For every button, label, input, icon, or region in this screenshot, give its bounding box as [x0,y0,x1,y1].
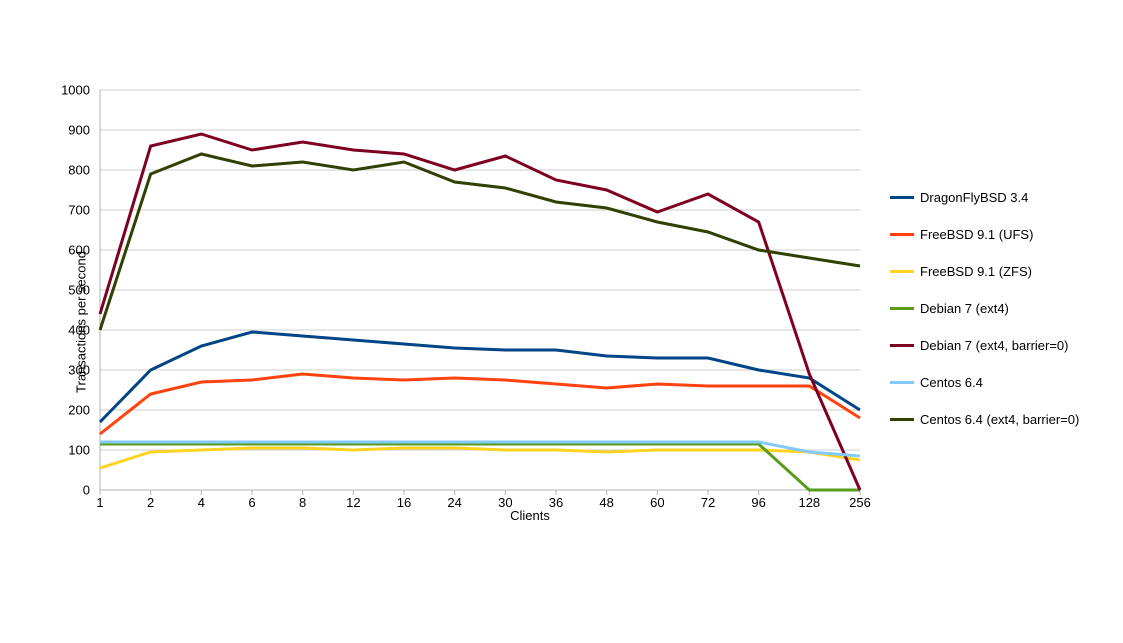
legend-label: Debian 7 (ext4, barrier=0) [920,338,1069,353]
y-tick-label: 200 [40,403,90,418]
chart-svg [100,90,860,490]
legend: DragonFlyBSD 3.4 FreeBSD 9.1 (UFS) FreeBSD… [890,190,1079,449]
y-tick-label: 1000 [40,83,90,98]
legend-swatch [890,307,914,310]
legend-label: Debian 7 (ext4) [920,301,1009,316]
y-tick-label: 900 [40,123,90,138]
legend-item: Debian 7 (ext4, barrier=0) [890,338,1079,353]
legend-item: Centos 6.4 (ext4, barrier=0) [890,412,1079,427]
series-line [100,154,860,330]
y-tick-label: 400 [40,323,90,338]
y-tick-label: 600 [40,243,90,258]
y-tick-label: 700 [40,203,90,218]
legend-swatch [890,418,914,421]
legend-item: FreeBSD 9.1 (UFS) [890,227,1079,242]
legend-swatch [890,381,914,384]
series-line [100,134,860,490]
legend-label: Centos 6.4 [920,375,983,390]
y-tick-label: 800 [40,163,90,178]
legend-item: FreeBSD 9.1 (ZFS) [890,264,1079,279]
legend-swatch [890,344,914,347]
legend-label: DragonFlyBSD 3.4 [920,190,1028,205]
legend-item: Debian 7 (ext4) [890,301,1079,316]
y-tick-label: 300 [40,363,90,378]
y-tick-label: 0 [40,483,90,498]
plot-area: 0100200300400500600700800900100012468121… [100,90,860,490]
legend-label: Centos 6.4 (ext4, barrier=0) [920,412,1079,427]
x-axis-title: Clients [100,508,960,523]
y-tick-label: 100 [40,443,90,458]
series-line [100,332,860,422]
legend-label: FreeBSD 9.1 (ZFS) [920,264,1032,279]
legend-swatch [890,270,914,273]
legend-label: FreeBSD 9.1 (UFS) [920,227,1033,242]
series-line [100,374,860,434]
legend-item: Centos 6.4 [890,375,1079,390]
legend-item: DragonFlyBSD 3.4 [890,190,1079,205]
chart-container: Transactions per second 0100200300400500… [0,0,1123,643]
legend-swatch [890,196,914,199]
y-tick-label: 500 [40,283,90,298]
legend-swatch [890,233,914,236]
series-line [100,448,860,468]
